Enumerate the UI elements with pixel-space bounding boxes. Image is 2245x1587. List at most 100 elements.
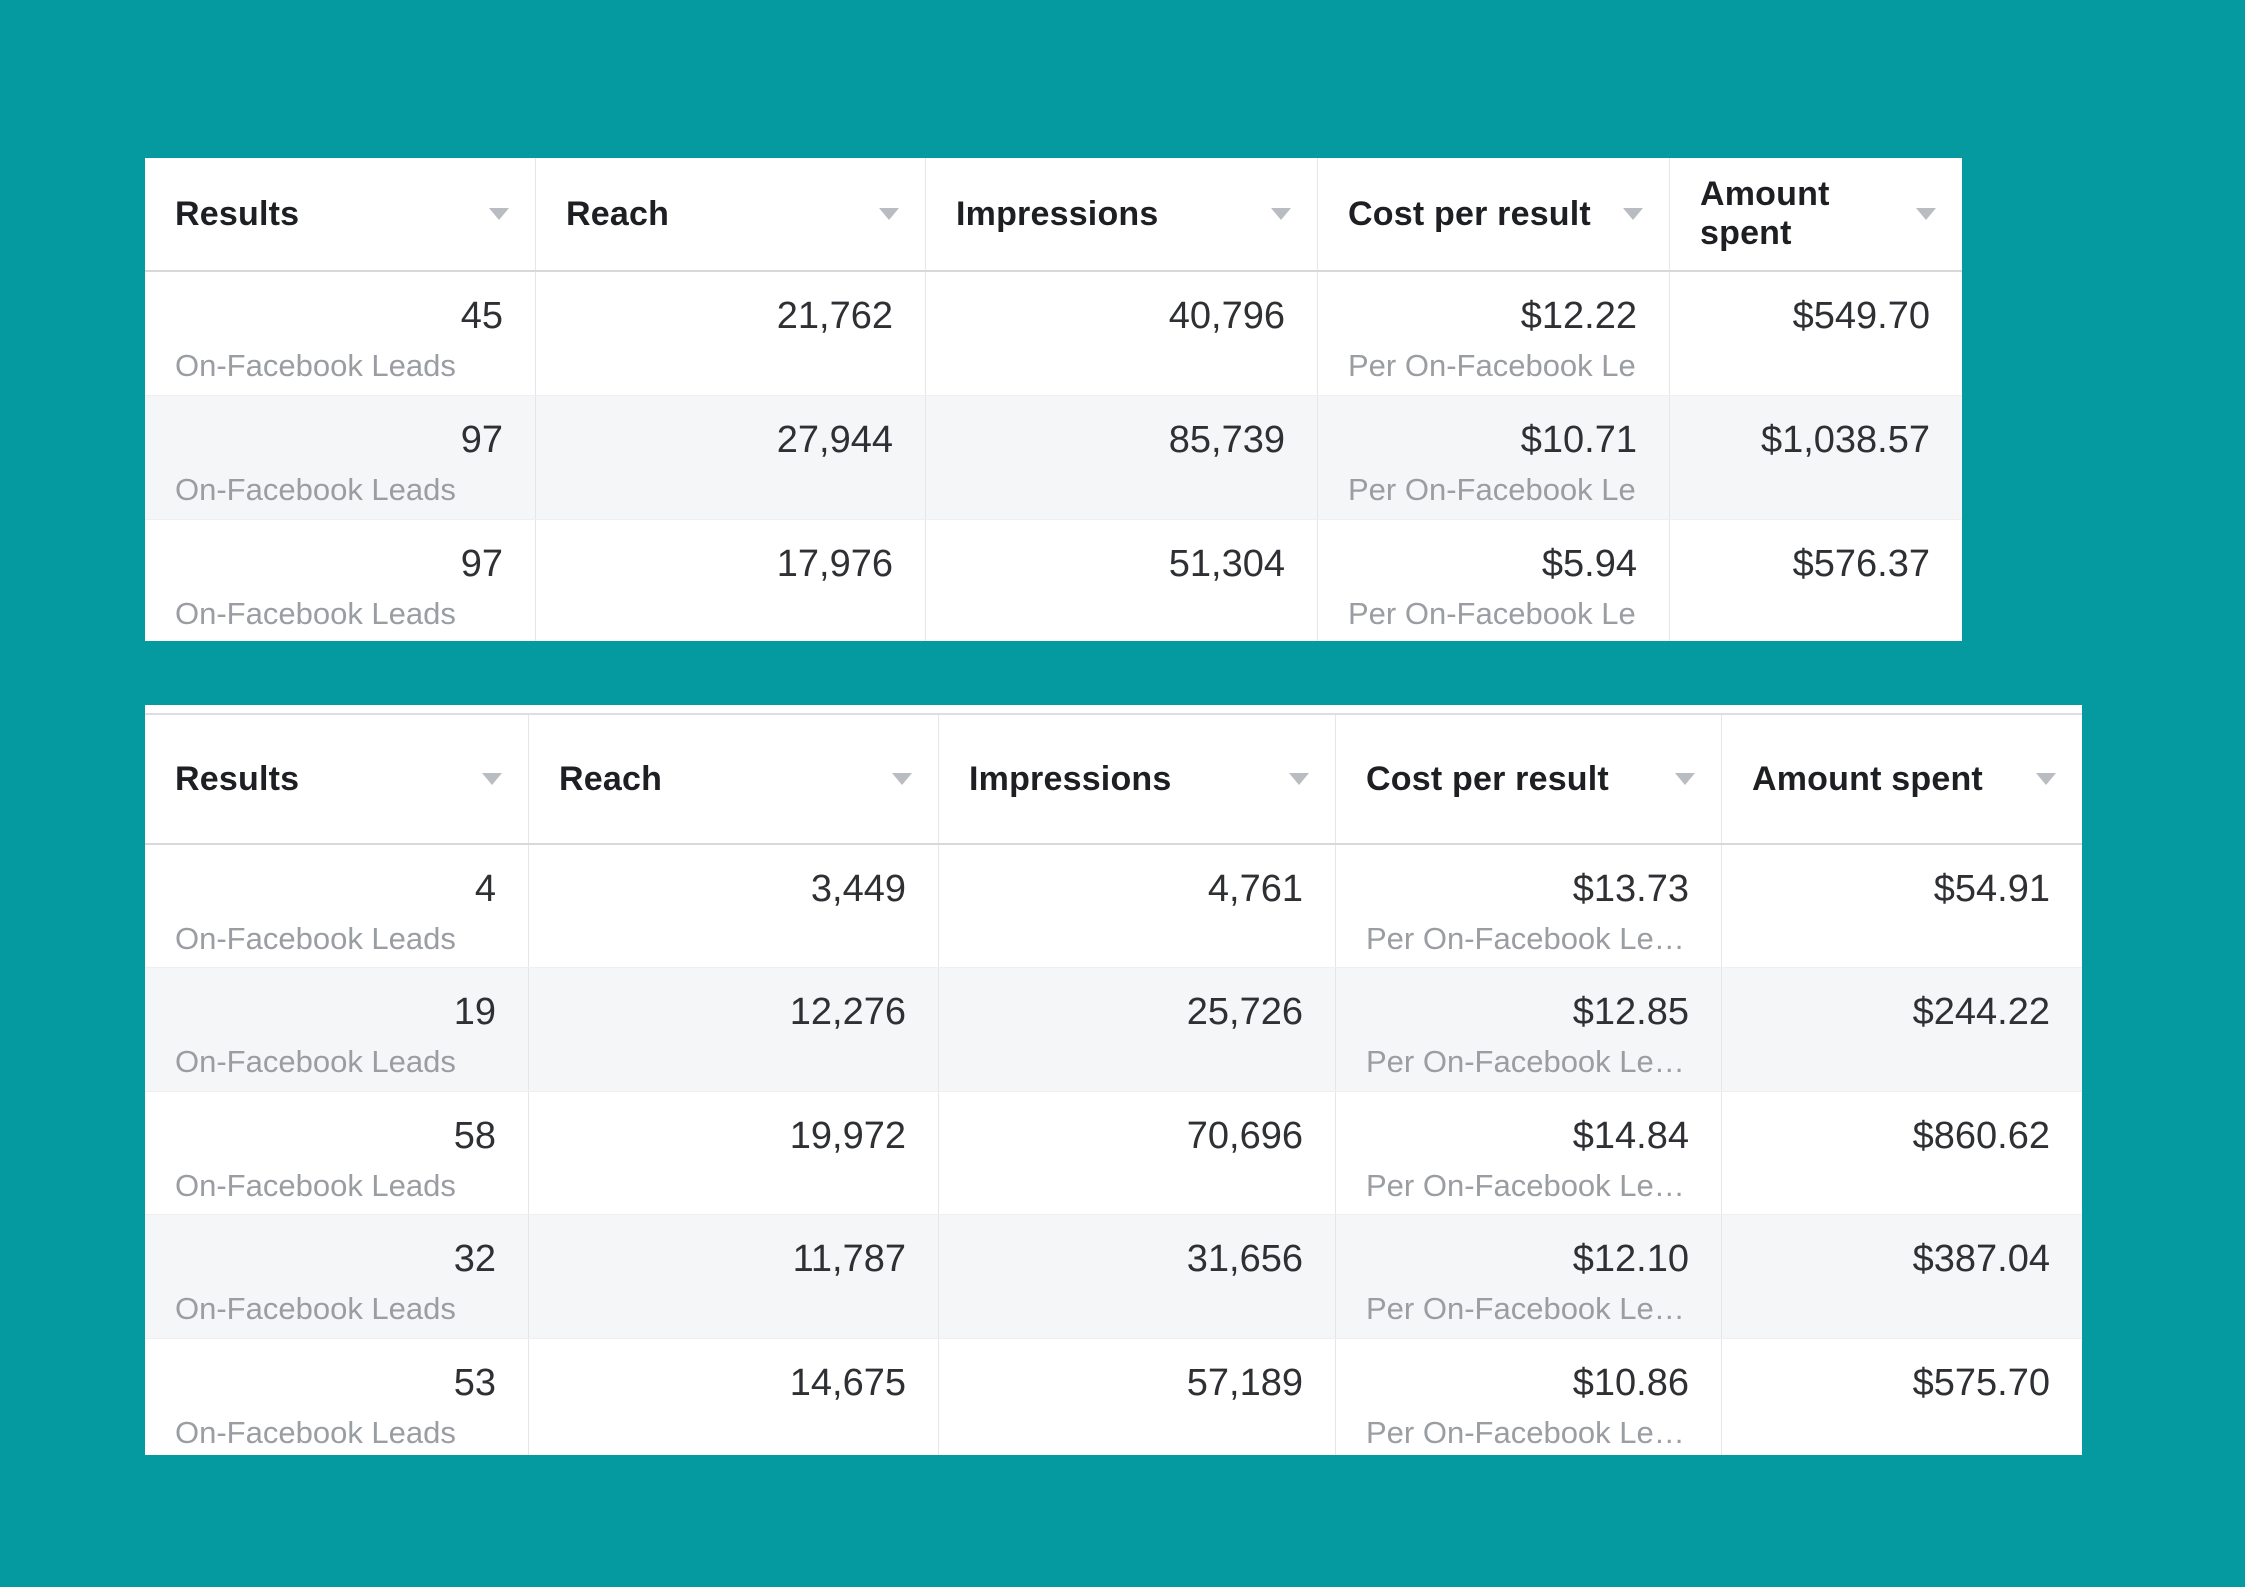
column-header-label: Cost per result xyxy=(1348,194,1591,233)
results-value: 45 xyxy=(460,295,503,337)
column-header-impressions[interactable]: Impressions xyxy=(925,158,1317,270)
sort-arrow-down-icon[interactable] xyxy=(1623,208,1643,220)
amount-spent-cell: $54.91 xyxy=(1721,845,2082,968)
reach-value: 14,675 xyxy=(789,1361,906,1404)
reach-cell: 19,972 xyxy=(528,1091,938,1215)
results-value: 4 xyxy=(474,868,496,910)
results-value: 97 xyxy=(460,543,503,585)
amount-value: $575.70 xyxy=(1912,1361,2050,1404)
cost-per-result-cell: $10.86 Per On-Facebook Le… xyxy=(1335,1338,1721,1455)
column-header-amount-spent[interactable]: Amount spent xyxy=(1669,158,1962,270)
reach-value: 12,276 xyxy=(789,991,906,1034)
sort-arrow-down-icon[interactable] xyxy=(1675,773,1695,785)
cost-per-result-cell: $5.94 Per On-Facebook Le… xyxy=(1317,520,1669,641)
sort-arrow-down-icon[interactable] xyxy=(1289,773,1309,785)
column-header-cost-per-result[interactable]: Cost per result xyxy=(1335,715,1721,843)
results-cell: 97 On-Facebook Leads xyxy=(145,396,535,519)
table-row: 53 On-Facebook Leads 14,675 57,189 $10.8… xyxy=(145,1337,2082,1455)
cost-value: $12.85 xyxy=(1572,991,1689,1034)
amount-value: $860.62 xyxy=(1912,1114,2050,1157)
impressions-value: 85,739 xyxy=(1168,419,1285,461)
amount-value: $387.04 xyxy=(1912,1238,2050,1281)
sort-arrow-down-icon[interactable] xyxy=(2036,773,2056,785)
impressions-cell: 25,726 xyxy=(938,968,1335,1091)
column-header-label: Reach xyxy=(566,194,670,233)
column-header-results[interactable]: Results xyxy=(145,158,535,270)
cost-value: $14.84 xyxy=(1572,1114,1689,1157)
impressions-cell: 31,656 xyxy=(938,1215,1335,1338)
table-row: 58 On-Facebook Leads 19,972 70,696 $14.8… xyxy=(145,1090,2082,1215)
cost-value: $10.86 xyxy=(1572,1361,1689,1404)
cost-value: $5.94 xyxy=(1541,543,1637,585)
results-cell: 97 On-Facebook Leads xyxy=(145,520,535,641)
column-header-label: Amount spent xyxy=(1700,175,1830,252)
sort-arrow-down-icon[interactable] xyxy=(1271,208,1291,220)
column-header-label: Results xyxy=(175,759,300,798)
impressions-value: 70,696 xyxy=(1186,1114,1303,1157)
results-subtitle: On-Facebook Leads xyxy=(175,472,456,507)
results-value: 97 xyxy=(460,419,503,461)
reach-value: 21,762 xyxy=(776,295,893,337)
results-cell: 58 On-Facebook Leads xyxy=(145,1092,528,1214)
column-header-label: Cost per result xyxy=(1366,759,1609,798)
column-header-results[interactable]: Results xyxy=(145,715,528,843)
cost-value: $13.73 xyxy=(1572,868,1689,910)
metrics-table-2: Results Reach Impressions Cost per resul… xyxy=(145,705,2082,1455)
impressions-value: 4,761 xyxy=(1207,868,1303,910)
amount-spent-cell: $575.70 xyxy=(1721,1338,2082,1455)
column-header-label: Results xyxy=(175,194,300,233)
results-cell: 4 On-Facebook Leads xyxy=(145,845,528,967)
reach-cell: 11,787 xyxy=(528,1215,938,1338)
column-header-reach[interactable]: Reach xyxy=(535,158,925,270)
reach-cell: 12,276 xyxy=(528,968,938,1091)
cost-per-result-cell: $12.22 Per On-Facebook Le… xyxy=(1317,272,1669,395)
column-header-amount-spent[interactable]: Amount spent xyxy=(1721,715,2082,843)
table-row: 19 On-Facebook Leads 12,276 25,726 $12.8… xyxy=(145,967,2082,1091)
cost-subtitle: Per On-Facebook Le… xyxy=(1366,921,1685,956)
table-row: 97 On-Facebook Leads 17,976 51,304 $5.94… xyxy=(145,519,1962,641)
results-cell: 19 On-Facebook Leads xyxy=(145,968,528,1090)
impressions-value: 31,656 xyxy=(1186,1238,1303,1281)
metrics-table-1: Results Reach Impressions Cost per resul… xyxy=(145,158,1962,641)
cost-subtitle: Per On-Facebook Le… xyxy=(1348,348,1637,383)
column-header-impressions[interactable]: Impressions xyxy=(938,715,1335,843)
impressions-cell: 85,739 xyxy=(925,396,1317,519)
sort-arrow-down-icon[interactable] xyxy=(879,208,899,220)
amount-spent-cell: $549.70 xyxy=(1669,272,1962,395)
impressions-value: 51,304 xyxy=(1168,543,1285,585)
sort-arrow-down-icon[interactable] xyxy=(892,773,912,785)
sort-arrow-down-icon[interactable] xyxy=(489,208,509,220)
amount-value: $549.70 xyxy=(1792,295,1930,337)
column-header-label: Impressions xyxy=(956,194,1159,233)
amount-value: $54.91 xyxy=(1933,868,2050,910)
cost-per-result-cell: $13.73 Per On-Facebook Le… xyxy=(1335,845,1721,968)
cost-value: $12.22 xyxy=(1520,295,1637,337)
reach-cell: 21,762 xyxy=(535,272,925,395)
sort-arrow-down-icon[interactable] xyxy=(482,773,502,785)
column-header-label: Amount spent xyxy=(1752,759,1983,798)
table-1-header-row: Results Reach Impressions Cost per resul… xyxy=(145,158,1962,272)
column-header-label: Impressions xyxy=(969,759,1172,798)
column-header-cost-per-result[interactable]: Cost per result xyxy=(1317,158,1669,270)
column-header-label: Reach xyxy=(559,759,663,798)
cost-subtitle: Per On-Facebook Le… xyxy=(1366,1044,1685,1080)
results-cell: 32 On-Facebook Leads xyxy=(145,1215,528,1337)
reach-cell: 3,449 xyxy=(528,845,938,968)
sort-arrow-down-icon[interactable] xyxy=(1916,208,1936,220)
table-row: 32 On-Facebook Leads 11,787 31,656 $12.1… xyxy=(145,1214,2082,1338)
reach-cell: 17,976 xyxy=(535,520,925,641)
results-subtitle: On-Facebook Leads xyxy=(175,1044,456,1080)
cost-value: $12.10 xyxy=(1572,1238,1689,1281)
table-row: 97 On-Facebook Leads 27,944 85,739 $10.7… xyxy=(145,395,1962,519)
cost-subtitle: Per On-Facebook Le… xyxy=(1348,472,1637,507)
column-header-reach[interactable]: Reach xyxy=(528,715,938,843)
impressions-cell: 40,796 xyxy=(925,272,1317,395)
cost-per-result-cell: $14.84 Per On-Facebook Le… xyxy=(1335,1091,1721,1215)
table-2-header-row: Results Reach Impressions Cost per resul… xyxy=(145,715,2082,845)
amount-spent-cell: $244.22 xyxy=(1721,968,2082,1091)
results-value: 32 xyxy=(453,1238,496,1281)
cost-subtitle: Per On-Facebook Le… xyxy=(1366,1414,1685,1450)
results-value: 53 xyxy=(453,1361,496,1404)
results-subtitle: On-Facebook Leads xyxy=(175,1167,456,1203)
reach-cell: 27,944 xyxy=(535,396,925,519)
